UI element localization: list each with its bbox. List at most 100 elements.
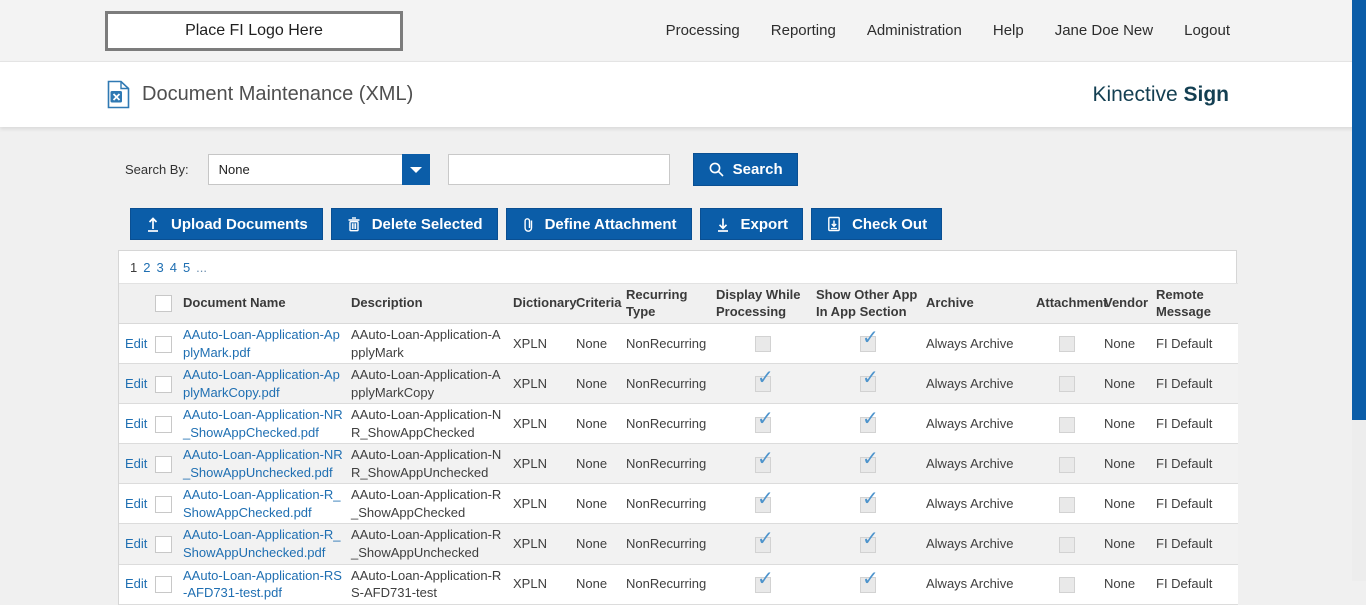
edit-link[interactable]: Edit [125,415,148,431]
cell-description: AAuto-Loan-Application-ApplyMarkCopy [351,363,513,405]
cell-criteria: None [576,523,626,565]
show_other_app-checkbox: ✓ [860,569,879,593]
upload-documents-button[interactable]: Upload Documents [130,208,323,240]
checkmark-icon: ✓ [862,447,879,470]
check-out-label: Check Out [852,215,928,233]
brand-name-regular: Kinective [1092,82,1184,106]
row-checkbox[interactable] [155,415,172,433]
nav-administration[interactable]: Administration [866,22,962,39]
nav-reporting[interactable]: Reporting [770,22,836,39]
cell-show_other_app: ✓ [816,523,926,565]
check-out-button[interactable]: Check Out [811,208,943,240]
pagination-page-link[interactable]: 2 [143,260,151,275]
main-nav: Processing Reporting Administration Help… [666,22,1230,39]
document-name-link[interactable]: AAuto-Loan-Application-R_ShowAppChecked.… [183,487,341,520]
edit-link[interactable]: Edit [125,536,148,552]
upload-icon [148,217,158,232]
fi-logo-text: Place FI Logo Here [185,21,323,39]
cell-recurring_type: NonRecurring [626,403,716,445]
edit-link[interactable]: Edit [125,335,148,351]
cell-edit: Edit [119,323,149,365]
table-row: Edit AAuto-Loan-Application-R_ShowAppUnch… [119,523,1238,565]
edit-link[interactable]: Edit [125,576,148,592]
search-button[interactable]: Search [692,153,798,186]
document-name-link[interactable]: AAuto-Loan-Application-NR_ShowAppUncheck… [183,447,343,480]
select-all-checkbox[interactable] [155,295,172,313]
checkmark-icon: ✓ [757,487,774,510]
row-checkbox[interactable] [155,495,172,513]
nav-logout[interactable]: Logout [1184,22,1230,39]
document-name-link[interactable]: AAuto-Loan-Application-RS-AFD731-test.pd… [183,567,342,601]
nav-help[interactable]: Help [992,22,1024,39]
cell-archive: Always Archive [926,483,1036,525]
row-checkbox[interactable] [155,335,172,353]
display_while_processing-checkbox: ✓ [755,489,774,513]
attachment-checkbox [1059,456,1075,473]
cell-dictionary: XPLN [513,483,576,525]
col-header-recurring_type: Recurring Type [626,283,716,324]
pagination-page-link[interactable]: 3 [156,260,164,275]
search-by-selected-value: None [218,162,250,177]
row-checkbox[interactable] [155,455,172,473]
attachment-checkbox [1059,336,1075,353]
paperclip-icon [523,217,532,232]
xml-document-icon [107,80,130,109]
cell-show_other_app: ✓ [816,443,926,485]
edit-link[interactable]: Edit [125,456,148,472]
row-checkbox[interactable] [155,576,172,594]
cell-archive: Always Archive [926,564,1036,605]
nav-processing[interactable]: Processing [665,22,740,39]
document-name-link[interactable]: AAuto-Loan-Application-R_ShowAppUnchecke… [183,527,341,561]
cell-attachment [1036,564,1104,605]
cell-description: AAuto-Loan-Application-R_ShowAppUnchecke… [351,523,513,565]
cell-description: AAuto-Loan-Application-NR_ShowAppUncheck… [351,443,513,485]
brand-logo: Kinective Sign [1092,83,1229,107]
edit-link[interactable]: Edit [125,375,148,391]
pagination-page-link[interactable]: 5 [182,260,191,275]
document-name-link[interactable]: AAuto-Loan-Application-NR_ShowAppChecked… [183,407,343,440]
scrollbar-thumb[interactable] [1352,0,1366,420]
export-button[interactable]: Export [699,208,804,240]
cell-attachment [1036,523,1104,565]
delete-selected-button[interactable]: Delete Selected [330,208,498,240]
cell-name: AAuto-Loan-Application-R_ShowAppChecked.… [183,483,351,525]
table-row: Edit AAuto-Loan-Application-NR_ShowAppUnc… [119,443,1238,485]
define-attachment-button[interactable]: Define Attachment [505,208,692,240]
checkmark-icon: ✓ [757,447,774,470]
select-dropdown-button[interactable] [401,154,430,185]
edit-link[interactable]: Edit [125,496,148,512]
nav-user-menu[interactable]: Jane Doe New [1054,22,1154,39]
attachment-checkbox [1059,576,1075,593]
cell-select [149,564,183,605]
row-checkbox[interactable] [155,536,172,554]
pagination-page-link[interactable]: 4 [169,260,177,275]
top-bar: Place FI Logo Here Processing Reporting … [0,0,1366,62]
cell-attachment [1036,443,1104,485]
pagination-ellipsis[interactable]: ... [196,260,208,275]
cell-remote_message: FI Default [1156,323,1238,365]
trash-icon [348,217,360,232]
search-input[interactable] [447,154,670,185]
cell-name: AAuto-Loan-Application-R_ShowAppUnchecke… [183,523,351,565]
cell-criteria: None [576,483,626,525]
table-row: Edit AAuto-Loan-Application-R_ShowAppChec… [119,483,1238,525]
cell-criteria: None [576,323,626,365]
cell-remote_message: FI Default [1156,483,1238,525]
col-header-show_other_app: Show Other App In App Section [816,283,926,324]
document-name-link[interactable]: AAuto-Loan-Application-ApplyMark.pdf [183,327,340,360]
attachment-checkbox [1059,416,1075,433]
cell-name: AAuto-Loan-Application-RS-AFD731-test.pd… [183,564,351,605]
download-icon [717,218,728,232]
cell-vendor: None [1104,403,1156,445]
table-row: Edit AAuto-Loan-Application-RS-AFD731-tes… [119,564,1238,605]
table-body: Edit AAuto-Loan-Application-ApplyMark.pdf… [119,323,1238,605]
cell-recurring_type: NonRecurring [626,363,716,405]
cell-show_other_app: ✓ [816,483,926,525]
cell-recurring_type: NonRecurring [626,323,716,365]
document-name-link[interactable]: AAuto-Loan-Application-ApplyMarkCopy.pdf [183,367,340,400]
search-by-select[interactable]: None [207,154,430,185]
col-header-archive: Archive [926,283,1036,324]
cell-name: AAuto-Loan-Application-ApplyMarkCopy.pdf [183,363,351,405]
cell-edit: Edit [119,483,149,525]
row-checkbox[interactable] [155,375,172,393]
